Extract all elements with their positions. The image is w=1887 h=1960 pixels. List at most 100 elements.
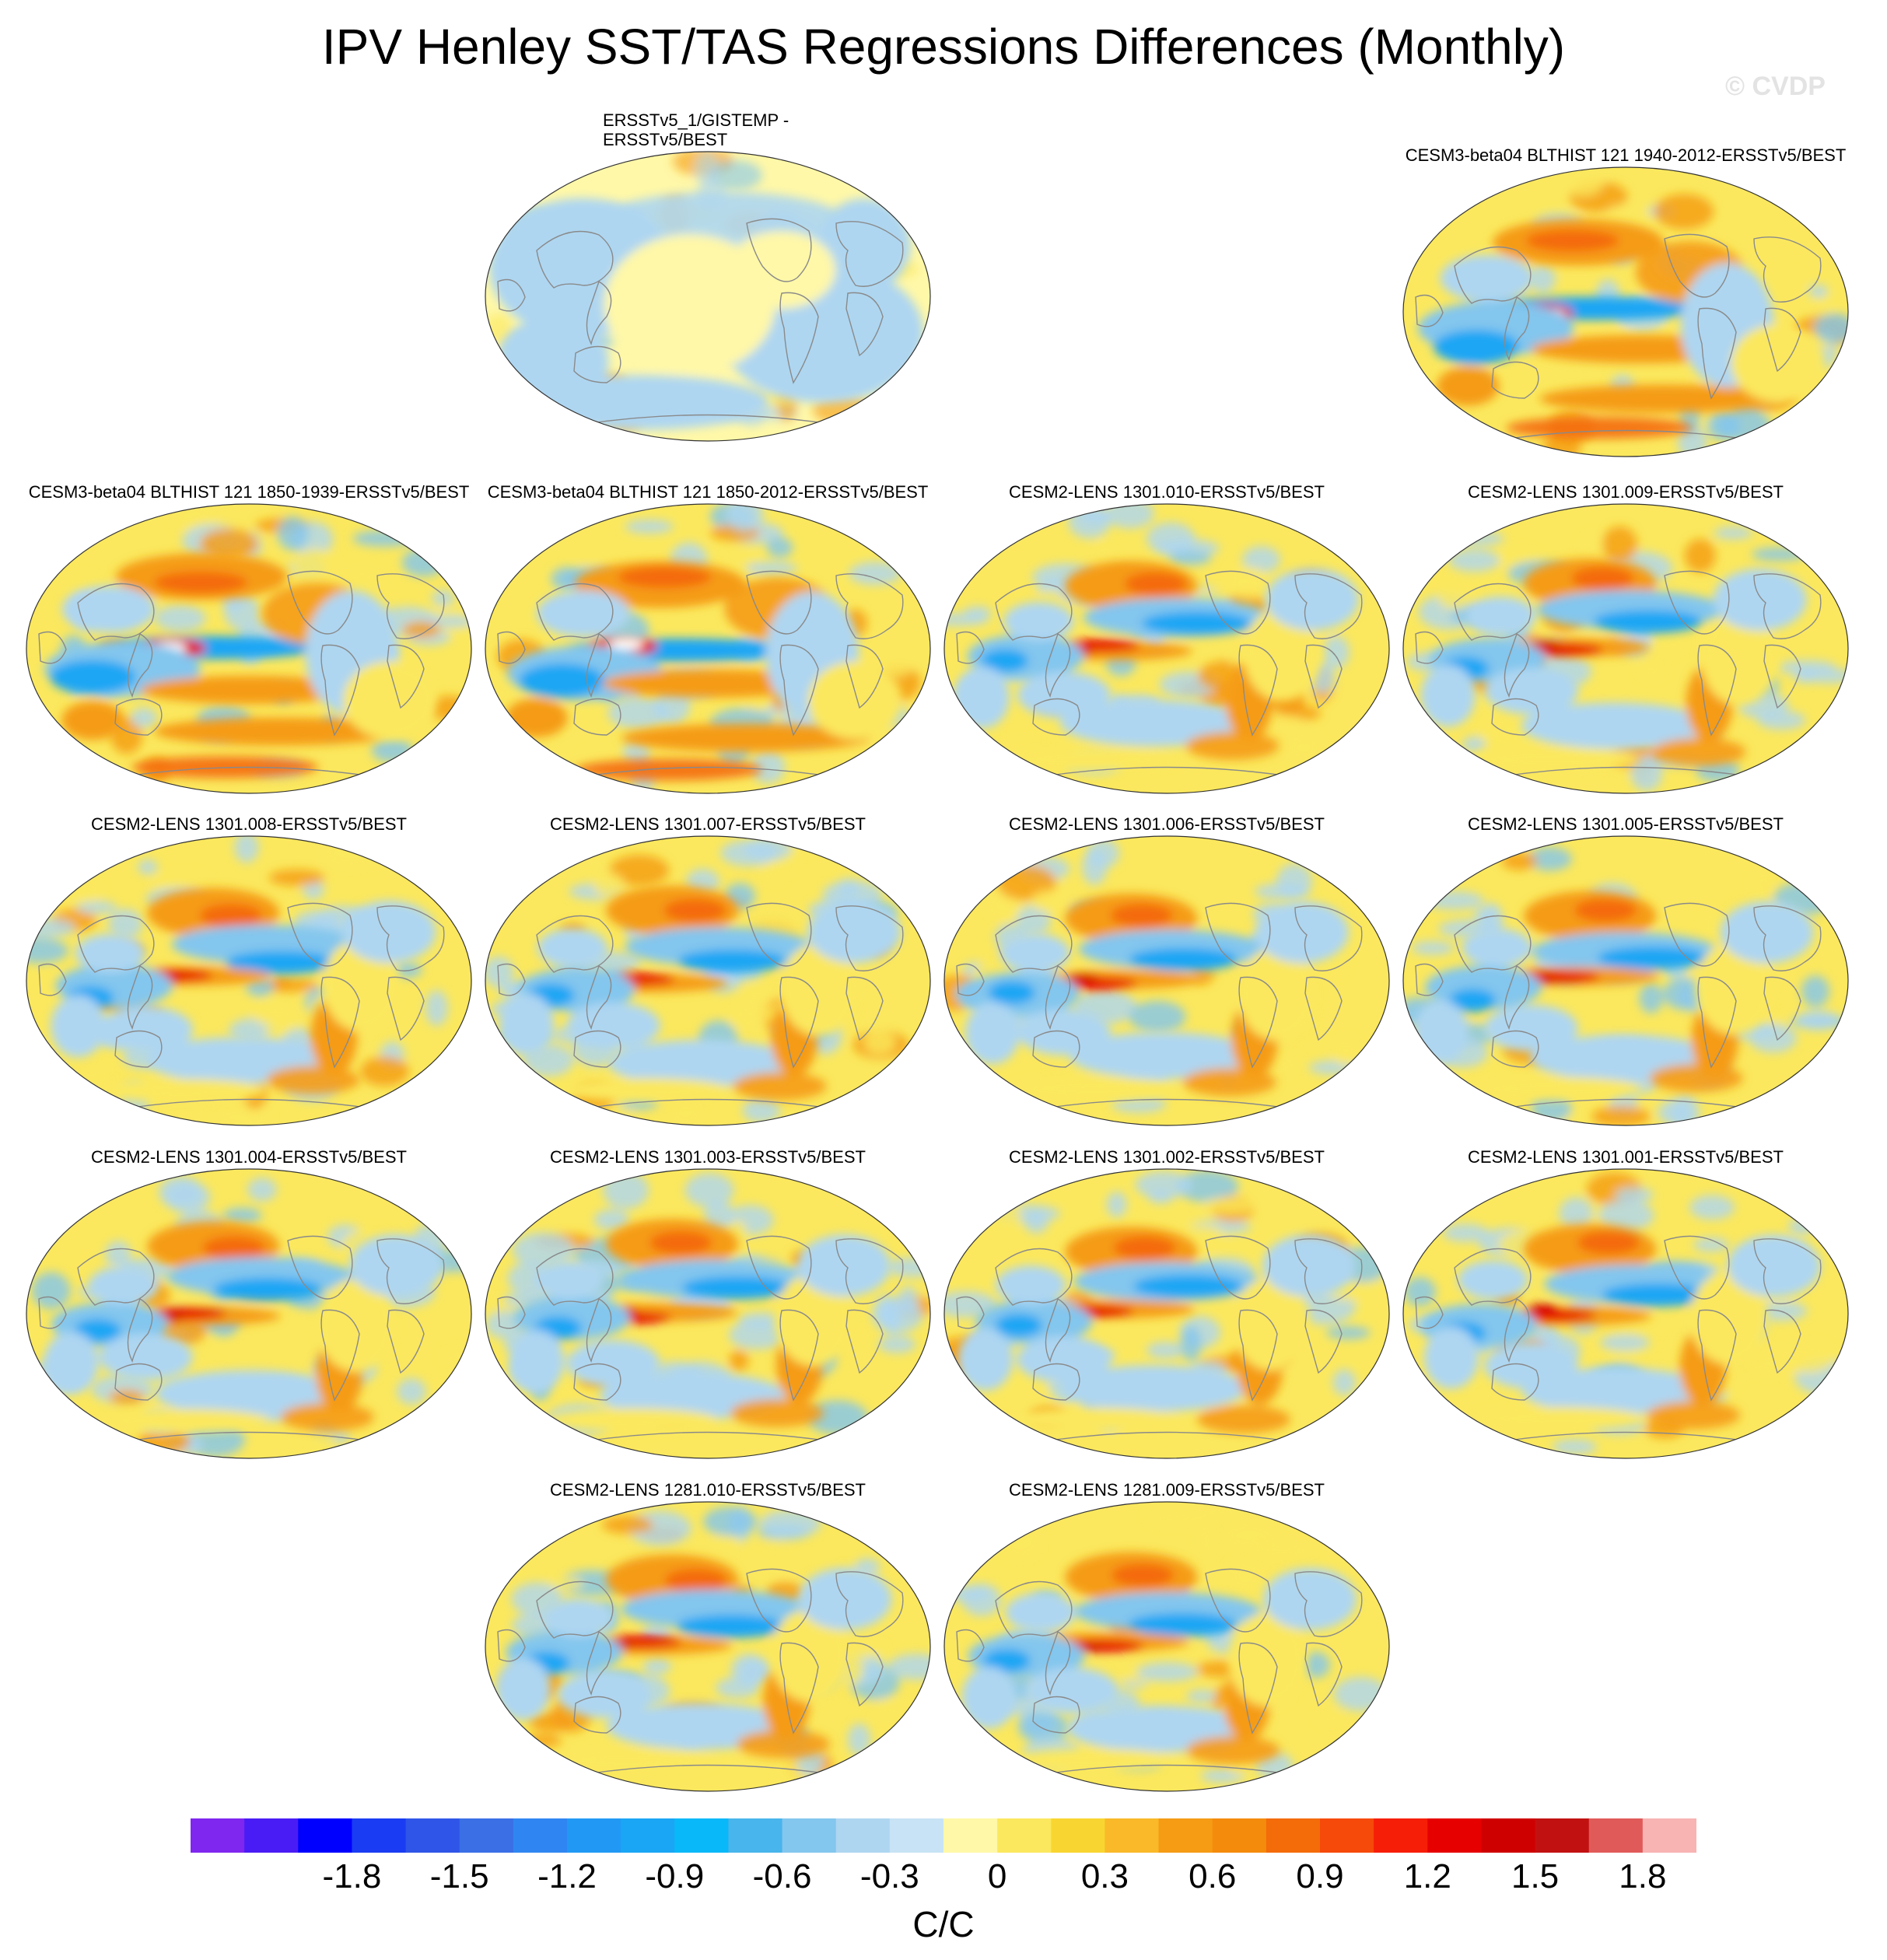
colorbar-tick-label: 0.3 <box>1080 1857 1129 1895</box>
map-panel: CESM3-beta04 BLTHIST 121 1850-1939-ERSST… <box>23 469 474 796</box>
map-panel: CESM2-LENS 1301.004-ERSSTv5/BEST <box>23 1134 474 1461</box>
coastlines <box>956 1568 1363 1776</box>
map-panel: CESM2-LENS 1301.009-ERSSTv5/BEST <box>1400 469 1851 796</box>
map-border <box>26 1168 472 1459</box>
colorbar-tick-labels: -1.8 -1.5 -1.2 -0.9 -0.6 -0.3 0 0.3 0.6 0.9 1.2 1.5… <box>0 1857 1887 1904</box>
map-border <box>485 503 931 794</box>
colorbar-swatch <box>1481 1818 1536 1853</box>
colorbar-swatch <box>244 1818 299 1853</box>
world-map <box>1402 166 1849 457</box>
world-map <box>943 835 1390 1126</box>
colorbar-swatch <box>298 1818 353 1853</box>
map-border <box>943 1168 1390 1459</box>
map-border <box>1402 503 1849 794</box>
colorbar-swatch <box>513 1818 568 1853</box>
map-panel: CESM2-LENS 1301.006-ERSSTv5/BEST <box>941 801 1392 1128</box>
map-border <box>1402 1168 1849 1459</box>
colorbar-tick-label: 0.6 <box>1189 1857 1237 1895</box>
world-map <box>485 503 931 794</box>
map-border <box>943 835 1390 1126</box>
watermark: © CVDP <box>1725 72 1826 101</box>
colorbar-swatch <box>1427 1818 1483 1853</box>
world-map <box>26 835 472 1126</box>
map-border <box>485 835 931 1126</box>
colorbar-tick-label: 0.9 <box>1296 1857 1344 1895</box>
world-map <box>1402 503 1849 794</box>
map-panel: CESM2-LENS 1301.010-ERSSTv5/BEST <box>941 469 1392 796</box>
colorbar-swatch <box>782 1818 837 1853</box>
map-border <box>26 503 472 794</box>
colorbar-swatch <box>1266 1818 1321 1853</box>
map-border <box>943 1501 1390 1792</box>
colorbar-tick-label: 0 <box>987 1857 1007 1895</box>
world-map <box>26 503 472 794</box>
map-panel: CESM2-LENS 1301.003-ERSSTv5/BEST <box>482 1134 933 1461</box>
coastlines <box>38 902 445 1111</box>
colorbar-swatch <box>459 1818 514 1853</box>
colorbar-swatch <box>1212 1818 1267 1853</box>
colorbar-swatch <box>1051 1818 1106 1853</box>
colorbar <box>191 1818 1696 1853</box>
colorbar-tick-label: -0.3 <box>859 1857 919 1895</box>
coastlines <box>1415 570 1822 779</box>
coastlines <box>497 570 904 779</box>
panel-title: CESM2-LENS 1281.010-ERSSTv5/BEST <box>550 1480 866 1500</box>
map-panel: ERSSTv5_1/GISTEMP - ERSSTv5/BEST <box>482 110 933 443</box>
panel-title: CESM3-beta04 BLTHIST 121 1850-2012-ERSST… <box>487 482 929 502</box>
map-panel: CESM3-beta04 BLTHIST 121 1850-2012-ERSST… <box>482 469 933 796</box>
coastlines <box>497 1235 904 1444</box>
panel-title: CESM2-LENS 1301.003-ERSSTv5/BEST <box>550 1147 866 1167</box>
panel-title: CESM2-LENS 1301.010-ERSSTv5/BEST <box>1009 482 1325 502</box>
map-border <box>485 1168 931 1459</box>
colorbar-swatch <box>621 1818 675 1853</box>
map-border <box>26 835 472 1126</box>
colorbar-tick-label: -0.6 <box>752 1857 812 1895</box>
map-border <box>943 503 1390 794</box>
colorbar-swatch <box>1320 1818 1374 1853</box>
colorbar-swatch <box>889 1818 944 1853</box>
colorbar-swatch <box>1588 1818 1644 1853</box>
world-map <box>26 1168 472 1459</box>
panel-title: CESM3-beta04 BLTHIST 121 1850-1939-ERSST… <box>28 482 470 502</box>
map-border <box>1402 835 1849 1126</box>
map-panel: CESM2-LENS 1301.007-ERSSTv5/BEST <box>482 801 933 1128</box>
panel-title: CESM2-LENS 1301.001-ERSSTv5/BEST <box>1468 1147 1784 1167</box>
world-map <box>485 1168 931 1459</box>
coastlines <box>497 1568 904 1776</box>
panel-title: CESM2-LENS 1301.004-ERSSTv5/BEST <box>91 1147 407 1167</box>
world-map <box>485 1501 931 1792</box>
panel-title: CESM2-LENS 1301.002-ERSSTv5/BEST <box>1009 1147 1325 1167</box>
map-panel: CESM2-LENS 1301.005-ERSSTv5/BEST <box>1400 801 1851 1128</box>
coastlines <box>956 1235 1363 1444</box>
coastlines <box>497 218 904 426</box>
colorbar-swatch <box>674 1818 730 1853</box>
map-panel: CESM2-LENS 1301.008-ERSSTv5/BEST <box>23 801 474 1128</box>
panel-title: CESM3-beta04 BLTHIST 121 1940-2012-ERSST… <box>1405 145 1847 165</box>
colorbar-swatch <box>1105 1818 1160 1853</box>
colorbar-swatch <box>405 1818 460 1853</box>
panel-title: CESM2-LENS 1301.007-ERSSTv5/BEST <box>550 814 866 834</box>
panel-title: CESM2-LENS 1281.009-ERSSTv5/BEST <box>1009 1480 1325 1500</box>
map-border <box>485 1501 931 1792</box>
panel-title: CESM2-LENS 1301.005-ERSSTv5/BEST <box>1468 814 1784 834</box>
colorbar-swatch <box>191 1818 245 1853</box>
world-map <box>1402 835 1849 1126</box>
world-map <box>485 835 931 1126</box>
panel-title: ERSSTv5_1/GISTEMP - ERSSTv5/BEST <box>603 110 789 149</box>
colorbar-tick-label: 1.2 <box>1403 1857 1451 1895</box>
coastlines <box>1415 1235 1822 1444</box>
coastlines <box>1415 233 1822 442</box>
map-panel: CESM2-LENS 1301.002-ERSSTv5/BEST <box>941 1134 1392 1461</box>
world-map <box>485 151 931 442</box>
world-map <box>1402 1168 1849 1459</box>
panel-title: CESM2-LENS 1301.006-ERSSTv5/BEST <box>1009 814 1325 834</box>
colorbar-tick-label: -1.2 <box>537 1857 597 1895</box>
colorbar-tick-label: 1.5 <box>1511 1857 1560 1895</box>
colorbar-swatch <box>1535 1818 1590 1853</box>
world-map <box>943 1168 1390 1459</box>
colorbar-swatch <box>1374 1818 1428 1853</box>
colorbar-tick-label: -1.5 <box>429 1857 489 1895</box>
colorbar-tick-label: -0.9 <box>645 1857 705 1895</box>
colorbar-units: C/C <box>912 1904 975 1944</box>
world-map <box>943 503 1390 794</box>
